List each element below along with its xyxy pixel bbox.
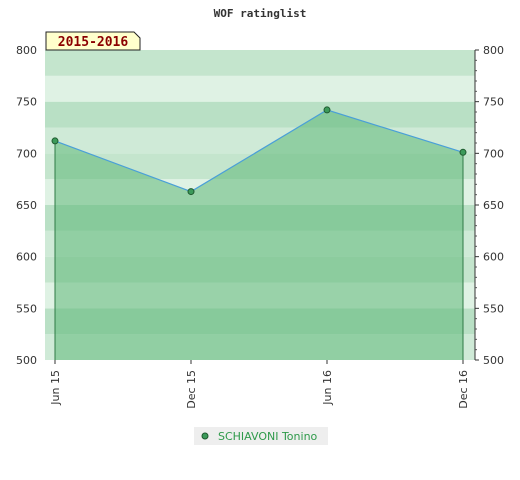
data-point[interactable]	[459, 148, 467, 156]
period-badge-box	[45, 31, 141, 51]
y-tick-label-left: 800	[16, 44, 37, 57]
legend-label: SCHIAVONI Tonino	[218, 430, 318, 443]
x-axis: Jun 15 Dec 15 Jun 16 Dec 16	[49, 360, 470, 409]
y-tick-label-left: 750	[16, 96, 37, 109]
data-point[interactable]	[323, 106, 331, 114]
y-tick-label-left: 650	[16, 199, 37, 212]
y-tick-label-left: 550	[16, 302, 37, 315]
legend[interactable]: SCHIAVONI Tonino	[194, 427, 328, 445]
x-tick-label: Dec 15	[185, 370, 198, 409]
y-tick-label-right: 800	[483, 44, 504, 57]
y-axis-left: 500 550 600 650 700 750 800	[16, 44, 37, 367]
y-axis-right: 500 550 600 650 700 750 800	[474, 44, 504, 367]
data-point[interactable]	[51, 137, 59, 145]
y-tick-label-right: 550	[483, 302, 504, 315]
x-tick-label: Dec 16	[457, 370, 470, 409]
data-point[interactable]	[187, 188, 195, 196]
y-tick-label-right: 600	[483, 251, 504, 264]
period-badge: 2015-2016	[45, 31, 141, 51]
series-line	[54, 109, 464, 193]
y-tick-label-right: 650	[483, 199, 504, 212]
data-marks	[51, 106, 467, 196]
y-tick-label-left: 600	[16, 251, 37, 264]
y-tick-label-right: 500	[483, 354, 504, 367]
y-tick-label-left: 500	[16, 354, 37, 367]
chart-title: WOF ratinglist	[214, 7, 307, 20]
y-tick-label-left: 700	[16, 147, 37, 160]
grid-band	[45, 75, 475, 102]
x-tick-label: Jun 15	[49, 370, 62, 406]
legend-box	[194, 427, 328, 445]
legend-marker	[201, 432, 209, 440]
grid-band	[45, 101, 475, 128]
y-tick-label-right: 700	[483, 147, 504, 160]
period-badge-label: 2015-2016	[58, 35, 129, 50]
x-tick-label: Jun 16	[321, 370, 334, 406]
y-tick-label-right: 750	[483, 96, 504, 109]
series-area	[55, 109, 463, 360]
area-layer	[54, 109, 464, 360]
grid-band	[45, 50, 475, 76]
